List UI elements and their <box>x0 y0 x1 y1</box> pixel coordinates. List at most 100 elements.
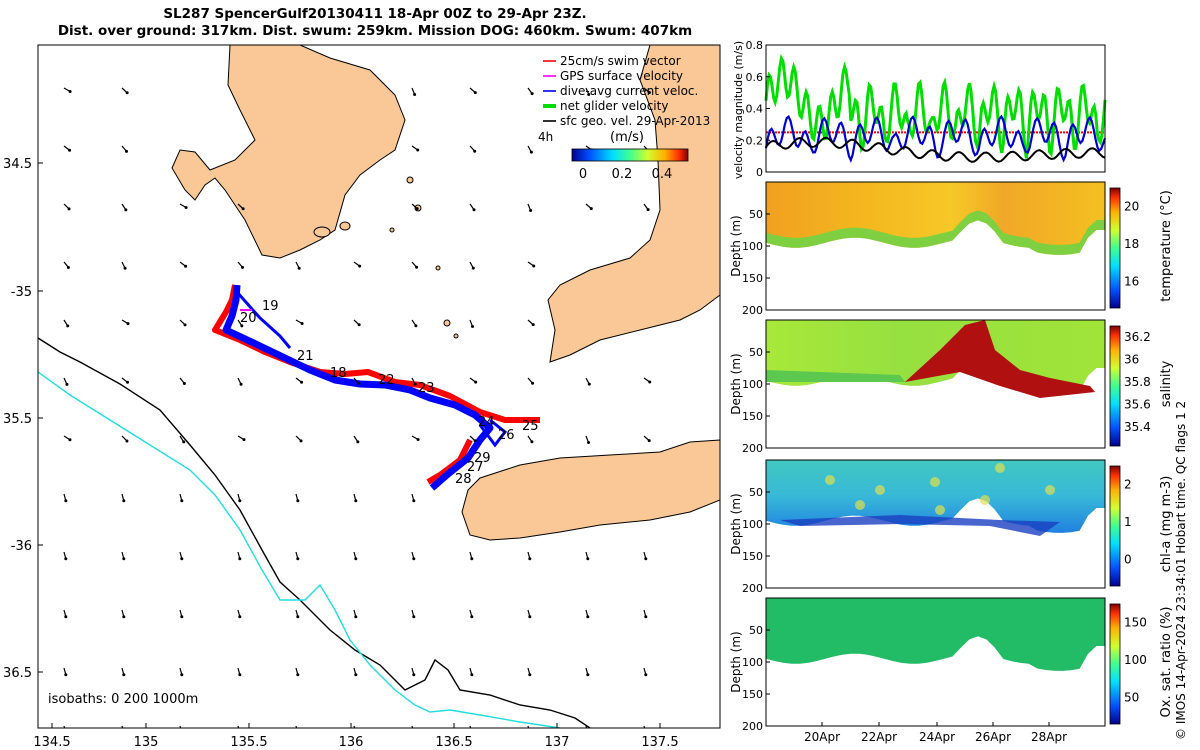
map-y-tick-label: -35 <box>11 285 32 300</box>
geo-arrow-head <box>647 90 651 94</box>
time-axis-ticks: 20Apr 22Apr 24Apr 26Apr 28Apr <box>804 722 1067 744</box>
title-line-1: SL287 SpencerGulf20130411 18-Apr 00Z to … <box>163 6 587 22</box>
section-panel: 50 100 150 200 Depth (m) 16 18 20 temperature (°… <box>729 181 1174 317</box>
geo-arrow-head <box>124 208 128 212</box>
section-colorbar <box>1109 325 1121 447</box>
geo-arrow-head <box>66 324 70 328</box>
geo-arrow-head <box>354 615 358 619</box>
geo-arrow-head <box>240 324 244 328</box>
map-y-ticks: 34.5 -35 35.5 -36 36.5 <box>3 157 43 681</box>
colorbar-tick: 0.2 <box>612 167 633 182</box>
geo-arrow-head <box>414 324 418 328</box>
map-x-tick-label: 134.5 <box>33 735 70 750</box>
geo-arrow-head <box>300 322 304 325</box>
legend-entry: net glider velocity <box>560 99 668 113</box>
geo-arrow-head <box>296 673 300 677</box>
geo-arrow <box>527 725 530 728</box>
geo-arrow-head <box>644 731 647 734</box>
section-colorbar-tick: 20 <box>1124 200 1139 214</box>
day-label: 18 <box>330 366 347 381</box>
day-label: 21 <box>297 349 314 364</box>
geo-arrow-head <box>415 207 419 211</box>
geo-arrow <box>63 725 66 728</box>
geo-arrow-head <box>238 557 242 561</box>
geo-arrow-head <box>473 439 477 443</box>
glider-track <box>222 284 494 491</box>
geo-arrow-head <box>528 557 532 561</box>
geo-arrow-head <box>531 323 535 327</box>
isobath-1000m <box>38 371 561 728</box>
swim-vectors <box>212 284 540 485</box>
land-eyre-peninsula <box>171 45 406 259</box>
geo-arrow-head <box>126 322 130 326</box>
geo-arrow-head <box>180 731 183 734</box>
section-colorbar-tick: 36 <box>1124 353 1139 367</box>
geo-arrow-head <box>530 440 534 444</box>
map-x-tick-label: 135 <box>134 735 159 750</box>
colorbar-label: (m/s) <box>610 130 644 145</box>
footer-credit: © IMOS 14-Apr-2024 23:34:01 Hobart time.… <box>1174 401 1188 740</box>
geo-arrow-head <box>242 438 246 442</box>
geo-arrow-head <box>239 382 243 386</box>
map-x-tick-label: 135.5 <box>230 735 267 750</box>
geo-arrow-head <box>356 381 360 385</box>
geo-arrow <box>121 725 124 728</box>
section-colorbar-tick: 0 <box>1124 552 1132 566</box>
section-ylabel: Depth (m) <box>729 215 743 276</box>
depth-tick-label: 100 <box>742 240 763 253</box>
time-tick-label: 22Apr <box>861 730 897 744</box>
geo-arrow <box>179 725 182 728</box>
geo-arrow-head <box>470 731 473 734</box>
geo-arrow-head <box>587 382 591 386</box>
section-colorbar-label: salinity <box>1159 360 1174 407</box>
section-colorbar <box>1109 187 1121 309</box>
geo-arrow-head <box>125 439 129 443</box>
geo-arrow <box>295 725 298 728</box>
geo-arrow-head <box>238 499 242 503</box>
land-yorke-peninsula <box>547 45 720 363</box>
surface-geo-velocity-line <box>765 136 1106 163</box>
map-x-tick-label: 136 <box>339 735 364 750</box>
geo-arrow-head <box>473 91 477 95</box>
depth-tick-label: 200 <box>742 442 763 455</box>
geo-arrow-head <box>238 673 242 677</box>
geo-arrow-head <box>648 380 652 384</box>
section-colorbar-tick: 16 <box>1124 274 1139 288</box>
map-x-tick-label: 136.5 <box>435 735 472 750</box>
geo-arrow-head <box>297 266 301 270</box>
depth-tick-label: 50 <box>749 486 763 499</box>
day-label: 28 <box>455 472 472 487</box>
geo-arrow-head <box>470 673 474 677</box>
geo-arrow-head <box>68 148 72 152</box>
depth-tick-label: 50 <box>749 208 763 221</box>
geo-arrow-head <box>532 264 536 268</box>
depth-tick-label: 200 <box>742 582 763 595</box>
depth-tick-label: 50 <box>749 346 763 359</box>
day-label: 22 <box>378 373 395 388</box>
colorbar-tick: 0.4 <box>652 167 673 182</box>
geo-arrow-head <box>64 673 68 677</box>
section-colorbar <box>1109 465 1121 587</box>
geo-arrow-head <box>68 438 72 442</box>
depth-tick-label: 100 <box>742 378 763 391</box>
geo-arrow-head <box>64 731 67 734</box>
geo-arrow-head <box>180 673 184 677</box>
geo-arrow-head <box>180 615 184 619</box>
map-y-tick-label: 35.5 <box>3 412 32 427</box>
geo-arrow-head <box>412 499 416 503</box>
section-chl-patch <box>855 500 865 510</box>
legend-entry: sfc geo. vel. 29-Apr-2013 <box>560 114 710 128</box>
day-label: 24 <box>478 415 495 430</box>
section-chl-patch <box>935 505 945 515</box>
geo-arrow-head <box>412 557 416 561</box>
legend-entry: GPS surface velocity <box>560 69 683 83</box>
geo-arrow-head <box>586 673 590 677</box>
geo-arrow-head <box>122 499 126 503</box>
geo-arrow-head <box>182 381 186 385</box>
geo-arrow-head <box>125 91 129 95</box>
section-colorbar-tick: 35.6 <box>1124 397 1151 411</box>
depth-tick-label: 200 <box>742 720 763 733</box>
section-field <box>766 598 1105 671</box>
depth-tick-label: 200 <box>742 304 763 317</box>
